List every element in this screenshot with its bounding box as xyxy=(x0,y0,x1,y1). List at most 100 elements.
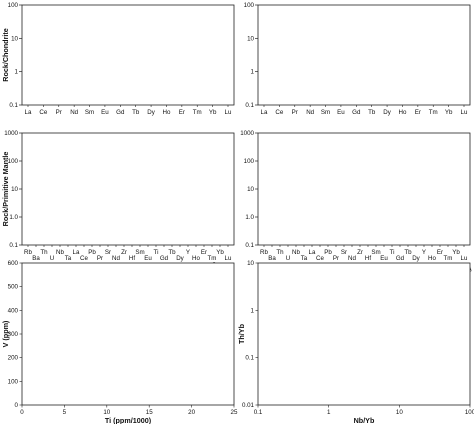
x-tick-label: Ce xyxy=(80,255,88,262)
x-tick-label: Lu xyxy=(461,255,468,262)
x-tick-label: Eu xyxy=(380,255,388,262)
panel-f-frame xyxy=(257,262,471,406)
x-tick-label: Sm xyxy=(85,109,94,116)
x-tick-label: La xyxy=(261,109,268,116)
x-tick-label: Pr xyxy=(292,109,298,116)
y-axis-label: Rock/Chondrite xyxy=(1,28,10,82)
x-tick-label: Ho xyxy=(428,255,436,262)
x-tick-label: Gd xyxy=(160,255,169,262)
x-tick-label: La xyxy=(309,249,316,256)
panel-a-frame xyxy=(21,4,235,106)
panel-d-frame xyxy=(257,132,471,246)
panel-c-frame xyxy=(21,132,235,246)
y-tick-label: 1.0 xyxy=(245,214,254,221)
x-tick-label: Eu xyxy=(337,109,345,116)
y-tick-label: 10 xyxy=(247,35,254,42)
x-tick-label: Er xyxy=(437,249,443,256)
y-tick-label: 1 xyxy=(251,69,255,76)
x-tick-label: Pb xyxy=(88,249,96,256)
x-tick-label: Yb xyxy=(452,249,460,256)
x-tick-label: Tm xyxy=(429,109,438,116)
y-tick-label: 10 xyxy=(247,186,254,193)
y-tick-label: 0.1 xyxy=(9,242,18,249)
x-tick-label: Gd xyxy=(352,109,361,116)
y-tick-label: 1.0 xyxy=(9,214,18,221)
y-tick-label: 1 xyxy=(15,69,19,76)
x-tick-label: Nd xyxy=(348,255,356,262)
y-axis-label: V (ppm) xyxy=(1,320,10,347)
x-tick-label: 0.1 xyxy=(254,409,263,416)
y-axis-label: Th/Yb xyxy=(237,323,246,344)
y-tick-label: 300 xyxy=(8,331,19,338)
y-tick-label: 10 xyxy=(11,35,18,42)
x-tick-label: La xyxy=(73,249,80,256)
y-tick-label: 0.1 xyxy=(245,102,254,109)
x-tick-label: Sr xyxy=(105,249,111,256)
x-tick-label: Pr xyxy=(56,109,62,116)
x-tick-label: Nb xyxy=(56,249,64,256)
x-tick-label: 100 xyxy=(465,409,474,416)
x-tick-label: Lu xyxy=(225,255,232,262)
x-tick-label: Ho xyxy=(163,109,171,116)
x-tick-label: Nd xyxy=(70,109,78,116)
x-tick-label: Ba xyxy=(32,255,40,262)
x-tick-label: Th xyxy=(276,249,284,256)
x-tick-label: Tb xyxy=(132,109,140,116)
x-axis-label: Ti (ppm/1000) xyxy=(105,416,152,424)
x-tick-label: U xyxy=(286,255,290,262)
x-tick-label: Lu xyxy=(225,109,232,116)
x-tick-label: Th xyxy=(40,249,48,256)
y-tick-label: 100 xyxy=(244,158,255,165)
y-tick-label: 0.01 xyxy=(242,402,255,409)
x-tick-label: Hf xyxy=(365,255,371,262)
x-tick-label: Eu xyxy=(101,109,109,116)
x-tick-label: Tb xyxy=(168,249,176,256)
x-tick-label: Sr xyxy=(341,249,347,256)
x-tick-label: Yb xyxy=(445,109,453,116)
x-tick-label: Dy xyxy=(412,255,420,262)
x-tick-label: 5 xyxy=(63,409,67,416)
x-tick-label: 25 xyxy=(231,409,238,416)
y-tick-label: 0.1 xyxy=(245,242,254,249)
x-tick-label: Pr xyxy=(333,255,339,262)
x-tick-label: Nd xyxy=(306,109,314,116)
x-tick-label: Tm xyxy=(208,255,217,262)
x-tick-label: Ta xyxy=(65,255,72,262)
x-tick-label: Rb xyxy=(260,249,268,256)
x-tick-label: Eu xyxy=(144,255,152,262)
x-tick-label: Yb xyxy=(209,109,217,116)
y-axis-label: Rock/Primitive Mantle xyxy=(1,152,10,227)
x-tick-label: U xyxy=(50,255,54,262)
x-tick-label: Rb xyxy=(24,249,32,256)
y-tick-label: 1000 xyxy=(240,130,254,137)
y-tick-label: 0 xyxy=(15,402,19,409)
x-tick-label: Lu xyxy=(461,109,468,116)
x-tick-label: Ho xyxy=(192,255,200,262)
x-tick-label: Ba xyxy=(268,255,276,262)
x-tick-label: Ce xyxy=(275,109,283,116)
x-tick-label: La xyxy=(25,109,32,116)
x-tick-label: Dy xyxy=(147,109,155,116)
x-tick-label: Dy xyxy=(176,255,184,262)
x-tick-label: Nd xyxy=(112,255,120,262)
y-tick-label: 100 xyxy=(8,2,19,9)
x-tick-label: Hf xyxy=(129,255,135,262)
x-tick-label: 1 xyxy=(327,409,331,416)
y-tick-label: 0.1 xyxy=(9,102,18,109)
y-tick-label: 100 xyxy=(8,158,19,165)
x-tick-label: Dy xyxy=(383,109,391,116)
y-tick-label: 10 xyxy=(247,260,254,267)
x-tick-label: Gd xyxy=(396,255,405,262)
x-tick-label: Gd xyxy=(116,109,125,116)
x-tick-label: 10 xyxy=(396,409,403,416)
panel-b-frame xyxy=(257,4,471,106)
y-tick-label: 10 xyxy=(11,186,18,193)
y-tick-label: 1000 xyxy=(4,130,18,137)
x-tick-label: Er xyxy=(201,249,207,256)
x-tick-label: Zr xyxy=(121,249,127,256)
y-tick-label: 600 xyxy=(8,260,19,267)
y-tick-label: 0.1 xyxy=(245,355,254,362)
x-tick-label: Y xyxy=(422,249,426,256)
x-tick-label: Yb xyxy=(216,249,224,256)
